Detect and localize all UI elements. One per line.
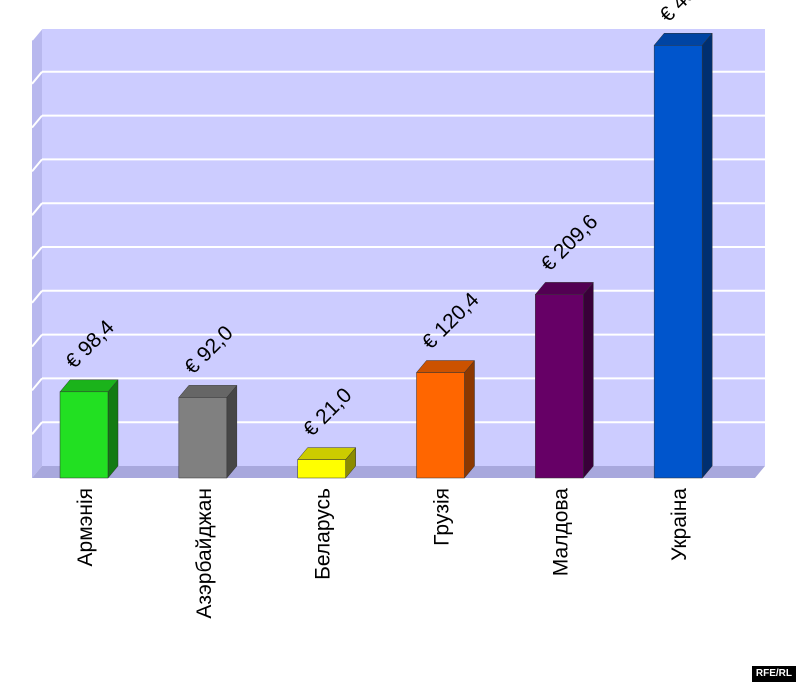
category-label: Малдова: [549, 488, 572, 577]
bar-top: [297, 447, 357, 460]
gridline-side: [31, 246, 43, 260]
bar-side: [701, 32, 713, 479]
gridline-side: [31, 27, 43, 41]
category-label: Беларусь: [312, 488, 335, 580]
category-label: Азэрбайджан: [193, 488, 216, 619]
gridline-side: [31, 333, 43, 348]
bar-side: [464, 359, 475, 479]
bar-top: [534, 282, 594, 295]
value-label: € 494,0: [655, 0, 721, 27]
gridline-side: [31, 158, 43, 173]
bar: [178, 397, 228, 479]
bar-top: [653, 33, 713, 46]
category-label: Грузія: [431, 488, 454, 546]
bar-side: [226, 384, 238, 479]
bar: [416, 372, 465, 479]
gridline-side: [31, 377, 43, 392]
bar-top: [59, 379, 119, 393]
bar-top: [415, 360, 476, 373]
bar-side: [107, 379, 119, 479]
source-badge: RFE/RL: [751, 666, 796, 682]
category-label: Украіна: [668, 488, 691, 561]
bar: [653, 45, 703, 479]
bar-top: [178, 385, 238, 398]
gridline-side: [31, 421, 43, 435]
gridline-side: [31, 202, 43, 216]
bar: [535, 294, 584, 479]
bar-side: [583, 281, 594, 479]
gridline-side: [31, 114, 43, 129]
bar: [297, 459, 346, 479]
gridline-side: [31, 290, 43, 304]
gridline-side: [31, 71, 43, 85]
bar: [59, 391, 109, 479]
category-label: Армэнія: [74, 488, 97, 566]
